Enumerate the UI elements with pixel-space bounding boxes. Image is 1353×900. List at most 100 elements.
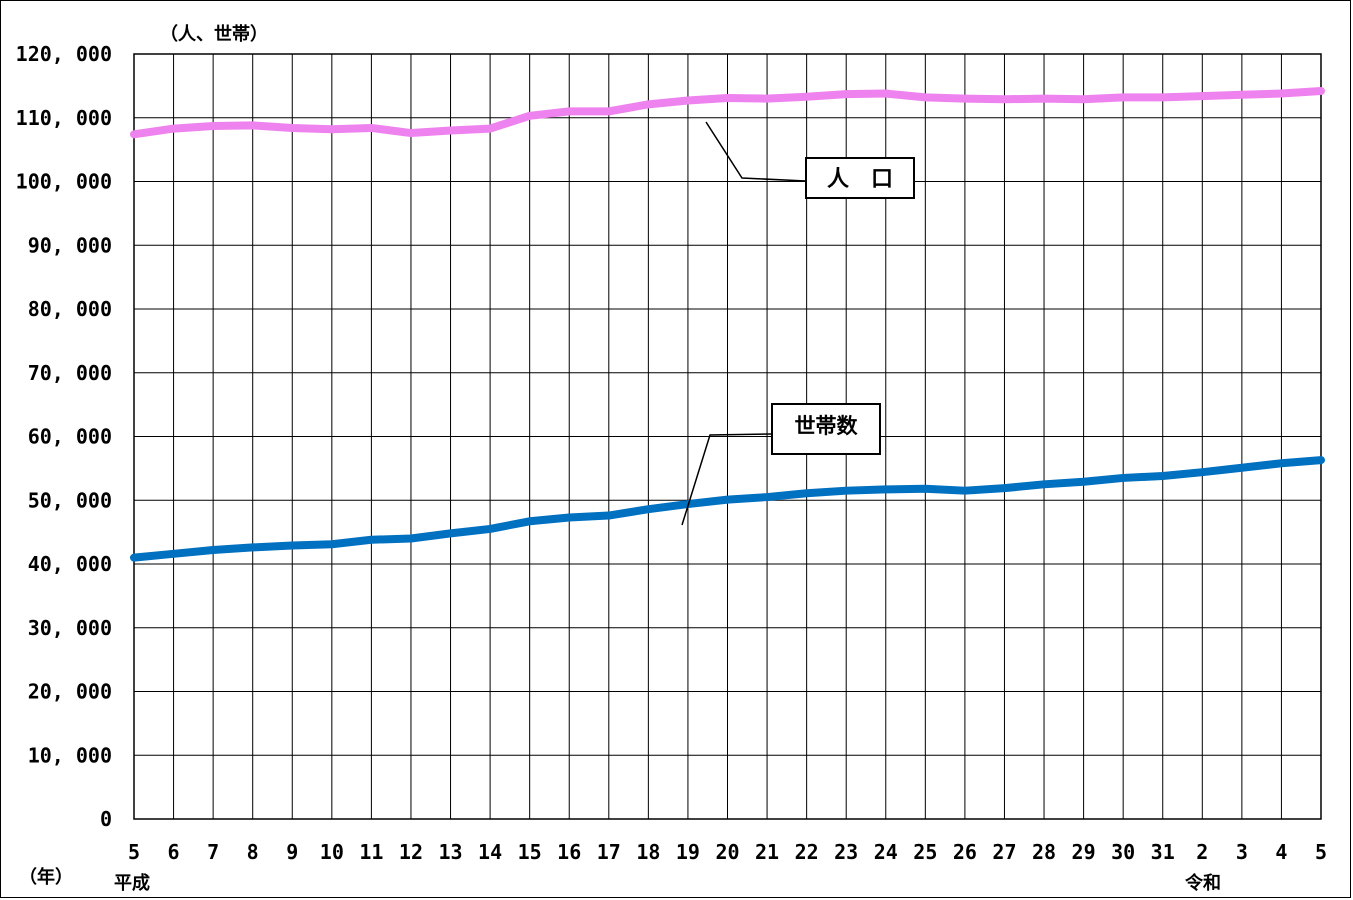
population-point-2-27 <box>1202 96 1203 97</box>
households-point-29-24 <box>1083 481 1084 482</box>
legend-label-households: 世帯数 <box>795 414 859 438</box>
x-tick-label: 13 <box>438 840 462 864</box>
population-point-6-1 <box>173 128 174 129</box>
households-point-8-3 <box>252 547 253 548</box>
legend-label-population: 人 口 <box>827 167 893 192</box>
x-tick-label: 10 <box>320 840 344 864</box>
households-point-6-1 <box>173 553 174 554</box>
population-point-21-16 <box>767 98 768 99</box>
population-point-25-20 <box>925 97 926 98</box>
population-point-24-19 <box>885 93 886 94</box>
x-tick-label: 15 <box>518 840 542 864</box>
population-point-30-25 <box>1123 97 1124 98</box>
households-callout-leader <box>681 433 773 526</box>
population-point-7-2 <box>213 126 214 127</box>
x-axis: 5 6 7 8 9 10 11 12 13 14 15 16 17 18 19 20 21 22 23 24 25 26 2… <box>128 840 1327 864</box>
households-point-16-11 <box>569 517 570 518</box>
x-tick-label: 26 <box>953 840 977 864</box>
x-tick-label: 23 <box>834 840 858 864</box>
plot-area-border <box>133 53 1322 820</box>
x-tick-label: 14 <box>478 840 502 864</box>
population-point-10-5 <box>331 129 332 130</box>
x-tick-label: 31 <box>1151 840 1175 864</box>
population-point-26-21 <box>964 98 965 99</box>
x-tick-label: 16 <box>557 840 581 864</box>
x-tick-label: 20 <box>715 840 739 864</box>
x-tick-label: 30 <box>1111 840 1135 864</box>
households-point-15-10 <box>529 521 530 522</box>
population-point-23-18 <box>846 94 847 95</box>
population-point-5-30 <box>1321 90 1322 91</box>
x-tick-label: 5 <box>128 840 140 864</box>
legend-box-population: 人 口 <box>805 157 915 199</box>
population-point-27-22 <box>1004 99 1005 100</box>
series-lines <box>130 86 1325 562</box>
households-point-24-19 <box>885 489 886 490</box>
population-point-17-12 <box>608 111 609 112</box>
population-point-18-13 <box>648 104 649 105</box>
y-tick-label: 100, 000 <box>16 170 112 194</box>
legend-box-households: 世帯数 <box>771 403 881 455</box>
population-point-22-17 <box>806 96 807 97</box>
y-tick-label: 110, 000 <box>16 106 112 130</box>
population-point-12-7 <box>410 133 411 134</box>
x-tick-label: 17 <box>597 840 621 864</box>
plot-grid <box>133 53 1322 820</box>
population-point-29-24 <box>1083 99 1084 100</box>
population-point-28-23 <box>1044 98 1045 99</box>
x-unit-label: （年） <box>19 866 73 888</box>
x-tick-label: 27 <box>992 840 1016 864</box>
y-tick-label: 40, 000 <box>28 552 112 576</box>
x-tick-label: 29 <box>1072 840 1096 864</box>
households-point-5-0 <box>134 557 135 558</box>
population-callout-leader <box>705 121 807 182</box>
y-tick-label: 80, 000 <box>28 297 112 321</box>
x-tick-label: 11 <box>359 840 383 864</box>
population-point-13-8 <box>450 130 451 131</box>
population-point-11-6 <box>371 127 372 128</box>
era-label-heisei: 平成 <box>114 872 150 894</box>
households-point-4-29 <box>1281 463 1282 464</box>
y-tick-label: 20, 000 <box>28 680 112 704</box>
x-tick-label: 7 <box>207 840 219 864</box>
x-tick-label: 4 <box>1275 840 1287 864</box>
population-point-3-28 <box>1241 94 1242 95</box>
households-point-27-22 <box>1004 488 1005 489</box>
x-tick-label: 18 <box>636 840 660 864</box>
households-point-31-26 <box>1162 476 1163 477</box>
households-point-23-18 <box>846 490 847 491</box>
households-point-7-2 <box>213 549 214 550</box>
x-tick-label: 12 <box>399 840 423 864</box>
y-tick-label: 50, 000 <box>28 488 112 512</box>
y-unit-label: （人、世帯） <box>160 23 268 45</box>
population-point-19-14 <box>687 100 688 101</box>
population-point-14-9 <box>490 128 491 129</box>
population-point-15-10 <box>529 115 530 116</box>
y-axis: 0 10, 000 20, 000 30, 000 40, 000 50, 000 60, … <box>16 42 112 831</box>
households-point-25-20 <box>925 488 926 489</box>
y-tick-label: 10, 000 <box>28 743 112 767</box>
households-point-18-13 <box>648 509 649 510</box>
x-tick-label: 8 <box>247 840 259 864</box>
x-tick-label: 28 <box>1032 840 1056 864</box>
households-point-3-28 <box>1241 467 1242 468</box>
population-point-31-26 <box>1162 97 1163 98</box>
x-tick-label: 5 <box>1315 840 1327 864</box>
x-tick-label: 9 <box>286 840 298 864</box>
population-point-20-15 <box>727 97 728 98</box>
callouts <box>681 121 807 526</box>
y-tick-label: 30, 000 <box>28 616 112 640</box>
x-tick-label: 25 <box>913 840 937 864</box>
households-point-30-25 <box>1123 477 1124 478</box>
population-point-5-0 <box>134 134 135 135</box>
x-tick-label: 3 <box>1236 840 1248 864</box>
x-tick-label: 6 <box>168 840 180 864</box>
population-point-16-11 <box>569 111 570 112</box>
y-tick-label: 0 <box>100 807 112 831</box>
households-point-11-6 <box>371 539 372 540</box>
population-point-8-3 <box>252 125 253 126</box>
households-point-14-9 <box>490 528 491 529</box>
households-point-21-16 <box>767 497 768 498</box>
